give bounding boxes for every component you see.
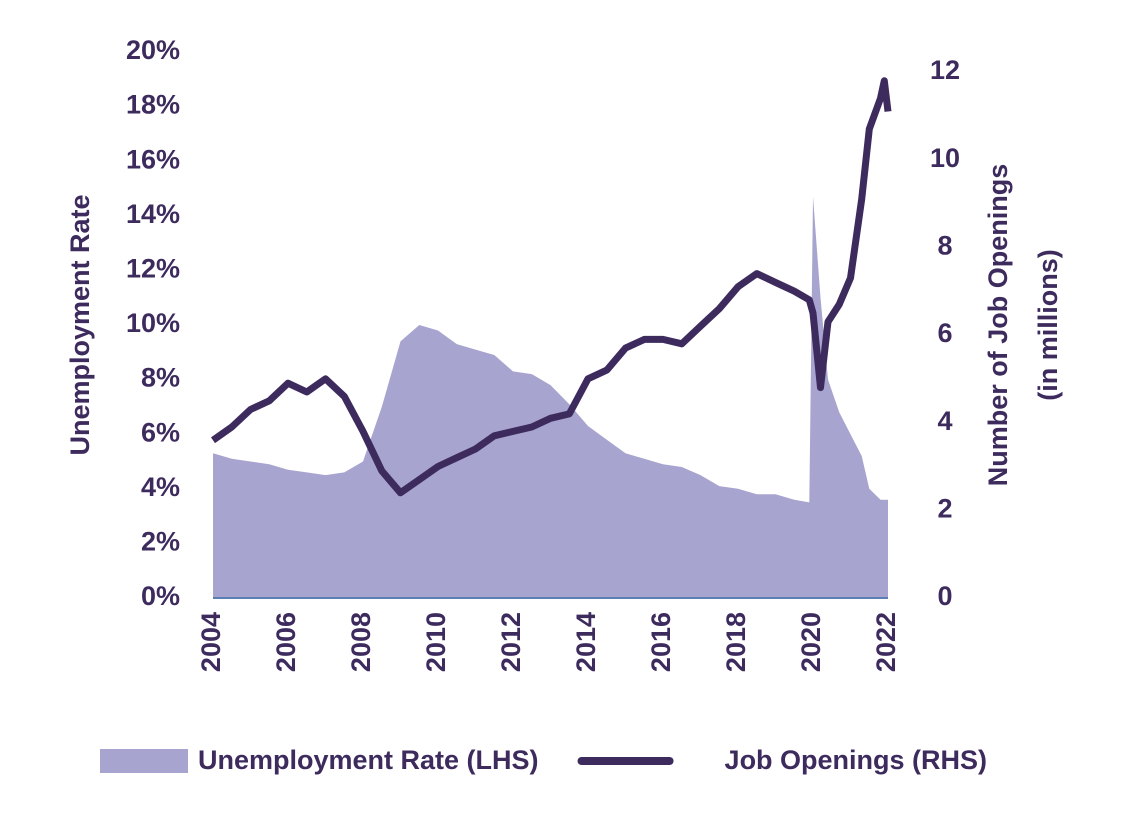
y-tick-label: 0% — [141, 581, 180, 611]
x-tick-label: 2008 — [346, 612, 376, 672]
legend-label: Unemployment Rate (LHS) — [198, 745, 539, 775]
x-tick-label: 2020 — [796, 612, 826, 672]
x-tick-label: 2022 — [871, 612, 901, 672]
y-tick-label: 4% — [141, 472, 180, 502]
y2-axis-title: Number of Job Openings — [983, 164, 1013, 487]
x-tick-label: 2010 — [421, 612, 451, 672]
y2-tick-label: 0 — [937, 581, 952, 611]
y-tick-label: 14% — [126, 199, 180, 229]
y-tick-label: 2% — [141, 527, 180, 557]
y-tick-label: 10% — [126, 308, 180, 338]
legend-swatch — [100, 749, 188, 773]
x-tick-label: 2012 — [496, 612, 526, 672]
y-tick-label: 16% — [126, 144, 180, 174]
y2-tick-label: 10 — [930, 143, 960, 173]
y2-tick-label: 8 — [937, 230, 952, 260]
y2-tick-label: 6 — [937, 318, 952, 348]
legend-label: Job Openings (RHS) — [725, 745, 988, 775]
y2-axis-title: (in millions) — [1033, 249, 1063, 401]
x-tick-label: 2016 — [646, 612, 676, 672]
line — [210, 77, 892, 497]
y-tick-label: 18% — [126, 90, 180, 120]
y-tick-label: 8% — [141, 363, 180, 393]
x-tick-label: 2014 — [571, 612, 601, 672]
y-tick-label: 6% — [141, 417, 180, 447]
y-tick-label: 12% — [126, 254, 180, 284]
y2-tick-label: 12 — [930, 55, 960, 85]
y-axis-title: Unemployment Rate — [65, 194, 95, 455]
y-tick-label: 20% — [126, 35, 180, 65]
x-tick-label: 2018 — [721, 612, 751, 672]
area — [213, 196, 888, 598]
y2-tick-label: 4 — [937, 406, 952, 436]
y2-tick-label: 2 — [937, 493, 952, 523]
x-tick-label: 2006 — [271, 612, 301, 672]
x-tick-label: 2004 — [196, 612, 226, 672]
